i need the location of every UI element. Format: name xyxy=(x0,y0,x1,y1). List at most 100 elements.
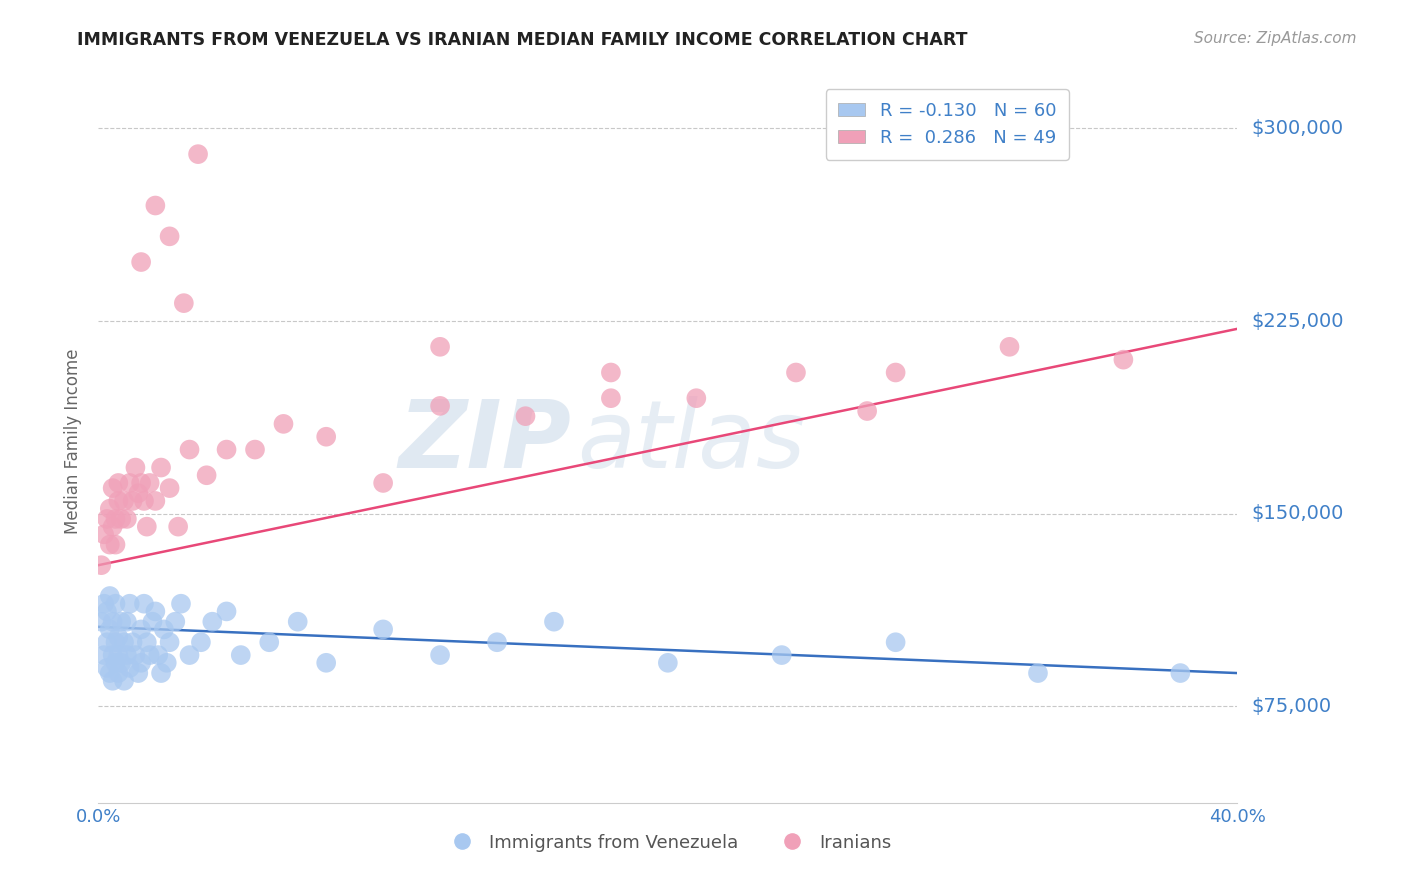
Point xyxy=(90,615,112,629)
Point xyxy=(315,656,337,670)
Point xyxy=(101,615,124,629)
Point xyxy=(170,597,193,611)
Point xyxy=(98,501,121,516)
Point xyxy=(127,486,149,500)
Point xyxy=(159,481,181,495)
Point xyxy=(287,615,309,629)
Point xyxy=(107,630,129,644)
Text: $300,000: $300,000 xyxy=(1251,119,1343,138)
Point xyxy=(429,399,451,413)
Point xyxy=(112,635,135,649)
Point xyxy=(229,648,252,662)
Point xyxy=(124,648,146,662)
Point xyxy=(101,673,124,688)
Point xyxy=(884,635,907,649)
Point xyxy=(373,475,395,490)
Point xyxy=(785,366,807,380)
Legend: Immigrants from Venezuela, Iranians: Immigrants from Venezuela, Iranians xyxy=(437,826,898,859)
Text: $75,000: $75,000 xyxy=(1251,697,1331,716)
Point xyxy=(201,615,224,629)
Text: Source: ZipAtlas.com: Source: ZipAtlas.com xyxy=(1194,31,1357,46)
Point xyxy=(515,409,537,424)
Point xyxy=(132,494,155,508)
Point xyxy=(110,656,132,670)
Point xyxy=(156,656,179,670)
Point xyxy=(107,666,129,681)
Point xyxy=(150,460,173,475)
Point xyxy=(429,340,451,354)
Point xyxy=(600,366,623,380)
Y-axis label: Median Family Income: Median Family Income xyxy=(65,349,83,534)
Point xyxy=(173,296,195,310)
Point xyxy=(104,597,127,611)
Point xyxy=(159,635,181,649)
Text: IMMIGRANTS FROM VENEZUELA VS IRANIAN MEDIAN FAMILY INCOME CORRELATION CHART: IMMIGRANTS FROM VENEZUELA VS IRANIAN MED… xyxy=(77,31,967,49)
Point xyxy=(145,198,167,212)
Point xyxy=(110,615,132,629)
Point xyxy=(104,635,127,649)
Point xyxy=(600,391,623,405)
Point xyxy=(107,475,129,490)
Point xyxy=(145,494,167,508)
Point xyxy=(96,661,118,675)
Text: ZIP: ZIP xyxy=(398,395,571,488)
Point xyxy=(190,635,212,649)
Point xyxy=(93,648,115,662)
Point xyxy=(215,442,238,457)
Point xyxy=(98,623,121,637)
Point xyxy=(118,475,141,490)
Point xyxy=(1026,666,1049,681)
Point xyxy=(215,604,238,618)
Point xyxy=(179,648,201,662)
Point xyxy=(115,648,138,662)
Text: $150,000: $150,000 xyxy=(1251,504,1344,524)
Point xyxy=(101,481,124,495)
Point xyxy=(96,512,118,526)
Point xyxy=(195,468,218,483)
Point xyxy=(96,604,118,618)
Point xyxy=(104,512,127,526)
Point xyxy=(129,255,152,269)
Point xyxy=(98,538,121,552)
Point xyxy=(373,623,395,637)
Point xyxy=(770,648,793,662)
Point xyxy=(148,648,170,662)
Point xyxy=(135,519,157,533)
Point xyxy=(121,494,143,508)
Point xyxy=(129,623,152,637)
Point xyxy=(101,519,124,533)
Point xyxy=(129,656,152,670)
Point xyxy=(167,519,190,533)
Point xyxy=(138,475,160,490)
Point xyxy=(96,635,118,649)
Point xyxy=(1170,666,1192,681)
Point xyxy=(98,666,121,681)
Point xyxy=(273,417,295,431)
Point xyxy=(93,597,115,611)
Point xyxy=(138,648,160,662)
Point xyxy=(98,589,121,603)
Point xyxy=(129,475,152,490)
Point xyxy=(159,229,181,244)
Point xyxy=(243,442,266,457)
Point xyxy=(657,656,679,670)
Point xyxy=(110,512,132,526)
Point xyxy=(132,597,155,611)
Point xyxy=(429,648,451,662)
Point xyxy=(118,661,141,675)
Text: atlas: atlas xyxy=(576,396,806,487)
Point xyxy=(165,615,187,629)
Point xyxy=(124,460,146,475)
Point xyxy=(93,527,115,541)
Point xyxy=(315,430,337,444)
Point xyxy=(856,404,879,418)
Point xyxy=(187,147,209,161)
Point xyxy=(543,615,565,629)
Point xyxy=(104,656,127,670)
Point xyxy=(179,442,201,457)
Point xyxy=(145,604,167,618)
Point xyxy=(1112,352,1135,367)
Point xyxy=(112,494,135,508)
Point xyxy=(127,666,149,681)
Point xyxy=(150,666,173,681)
